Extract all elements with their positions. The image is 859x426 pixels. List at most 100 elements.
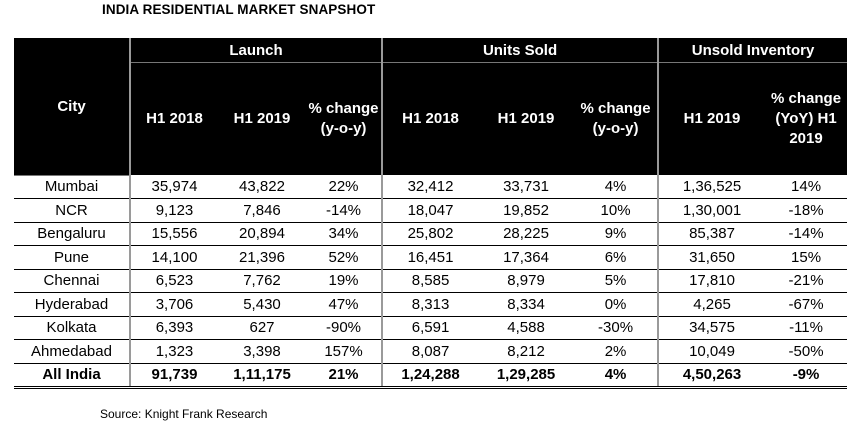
total-launch-h1-2019-cell: 1,11,175 <box>218 363 306 389</box>
launch-change-cell: 19% <box>306 269 383 293</box>
total-sold-h1-2019-cell: 1,29,285 <box>478 363 575 389</box>
launch-h1-2019-cell: 20,894 <box>218 222 306 246</box>
city-cell: Pune <box>14 245 130 270</box>
unsold-h1-2019-cell: 10,049 <box>657 339 766 364</box>
sold-h1-2019-cell: 8,334 <box>478 292 575 317</box>
city-cell: Bengaluru <box>14 222 130 246</box>
launch-h1-2018-header: H1 2018 <box>129 62 218 175</box>
launch-h1-2018-cell: 6,523 <box>129 269 218 293</box>
sold-change-cell: 9% <box>574 222 659 246</box>
sold-h1-2018-cell: 25,802 <box>381 222 479 246</box>
unsold-h1-2019-cell: 17,810 <box>657 269 766 293</box>
unsold-h1-2019-cell: 31,650 <box>657 245 766 270</box>
sold-h1-2019-cell: 17,364 <box>478 245 575 270</box>
launch-change-cell: -90% <box>306 316 383 340</box>
launch-change-cell: -14% <box>306 198 383 223</box>
unsold-change-header: % change (YoY) H1 2019 <box>765 62 848 175</box>
table-row: NCR 9,123 7,846 -14% 18,047 19,852 10% 1… <box>14 198 848 223</box>
launch-change-cell: 47% <box>306 292 383 317</box>
sold-h1-2019-cell: 8,212 <box>478 339 575 364</box>
launch-h1-2019-cell: 43,822 <box>218 175 306 199</box>
unsold-change-cell: -11% <box>765 316 848 340</box>
sold-h1-2018-cell: 8,585 <box>381 269 479 293</box>
table-row: Kolkata 6,393 627 -90% 6,591 4,588 -30% … <box>14 316 848 340</box>
unsold-h1-2019-cell: 1,30,001 <box>657 198 766 223</box>
market-snapshot-table: City Launch Units Sold Unsold Inventory … <box>14 38 848 389</box>
unsold-change-cell: -18% <box>765 198 848 223</box>
sold-h1-2018-header: H1 2018 <box>381 62 479 175</box>
city-cell: NCR <box>14 198 130 223</box>
city-cell: Chennai <box>14 269 130 293</box>
table-row: Pune 14,100 21,396 52% 16,451 17,364 6% … <box>14 245 848 270</box>
total-launch-change-cell: 21% <box>306 363 383 389</box>
launch-h1-2018-cell: 35,974 <box>129 175 218 199</box>
sold-h1-2018-cell: 6,591 <box>381 316 479 340</box>
launch-change-cell: 157% <box>306 339 383 364</box>
unsold-change-cell: -50% <box>765 339 848 364</box>
launch-h1-2019-cell: 7,762 <box>218 269 306 293</box>
page-title: INDIA RESIDENTIAL MARKET SNAPSHOT <box>102 2 376 17</box>
launch-h1-2019-cell: 627 <box>218 316 306 340</box>
unsold-h1-2019-cell: 85,387 <box>657 222 766 246</box>
sold-change-cell: 0% <box>574 292 659 317</box>
table-row: Mumbai 35,974 43,822 22% 32,412 33,731 4… <box>14 175 848 199</box>
launch-h1-2019-cell: 5,430 <box>218 292 306 317</box>
unsold-change-cell: -14% <box>765 222 848 246</box>
sold-change-cell: 5% <box>574 269 659 293</box>
launch-change-cell: 34% <box>306 222 383 246</box>
launch-change-header: % change (y-o-y) <box>306 62 383 175</box>
city-cell: Hyderabad <box>14 292 130 317</box>
total-launch-h1-2018-cell: 91,739 <box>129 363 218 389</box>
units-sold-group-header: Units Sold <box>381 38 659 63</box>
city-cell: Mumbai <box>14 175 130 199</box>
sold-change-cell: 6% <box>574 245 659 270</box>
launch-h1-2018-cell: 9,123 <box>129 198 218 223</box>
table-row: Bengaluru 15,556 20,894 34% 25,802 28,22… <box>14 222 848 246</box>
sold-h1-2018-cell: 18,047 <box>381 198 479 223</box>
unsold-change-cell: 14% <box>765 175 848 199</box>
total-unsold-change-cell: -9% <box>765 363 848 389</box>
unsold-h1-2019-header: H1 2019 <box>657 62 766 175</box>
sold-h1-2019-cell: 19,852 <box>478 198 575 223</box>
sold-change-cell: -30% <box>574 316 659 340</box>
sold-h1-2018-cell: 8,087 <box>381 339 479 364</box>
unsold-inventory-group-header: Unsold Inventory <box>657 38 848 63</box>
city-header: City <box>14 38 130 176</box>
total-sold-change-cell: 4% <box>574 363 659 389</box>
unsold-h1-2019-cell: 1,36,525 <box>657 175 766 199</box>
sold-change-cell: 2% <box>574 339 659 364</box>
launch-change-cell: 22% <box>306 175 383 199</box>
sold-h1-2019-cell: 33,731 <box>478 175 575 199</box>
table-row: Ahmedabad 1,323 3,398 157% 8,087 8,212 2… <box>14 339 848 364</box>
source-note: Source: Knight Frank Research <box>100 407 268 421</box>
total-unsold-h1-2019-cell: 4,50,263 <box>657 363 766 389</box>
launch-group-header: Launch <box>128 38 383 63</box>
sold-h1-2019-header: H1 2019 <box>478 62 575 175</box>
sold-h1-2019-cell: 4,588 <box>478 316 575 340</box>
city-cell: Ahmedabad <box>14 339 130 364</box>
launch-h1-2018-cell: 14,100 <box>129 245 218 270</box>
city-cell: Kolkata <box>14 316 130 340</box>
launch-change-cell: 52% <box>306 245 383 270</box>
sold-change-header: % change (y-o-y) <box>574 62 659 175</box>
launch-h1-2018-cell: 1,323 <box>129 339 218 364</box>
sold-h1-2018-cell: 16,451 <box>381 245 479 270</box>
sold-change-cell: 4% <box>574 175 659 199</box>
launch-h1-2019-header: H1 2019 <box>218 62 306 175</box>
sold-change-cell: 10% <box>574 198 659 223</box>
launch-h1-2018-cell: 15,556 <box>129 222 218 246</box>
unsold-h1-2019-cell: 4,265 <box>657 292 766 317</box>
unsold-change-cell: -67% <box>765 292 848 317</box>
table-row: Chennai 6,523 7,762 19% 8,585 8,979 5% 1… <box>14 269 848 293</box>
launch-h1-2019-cell: 3,398 <box>218 339 306 364</box>
total-city-cell: All India <box>14 363 130 389</box>
unsold-change-cell: -21% <box>765 269 848 293</box>
unsold-h1-2019-cell: 34,575 <box>657 316 766 340</box>
sold-h1-2018-cell: 32,412 <box>381 175 479 199</box>
total-row: All India 91,739 1,11,175 21% 1,24,288 1… <box>14 363 848 389</box>
total-sold-h1-2018-cell: 1,24,288 <box>381 363 479 389</box>
sold-h1-2019-cell: 8,979 <box>478 269 575 293</box>
launch-h1-2018-cell: 6,393 <box>129 316 218 340</box>
sold-h1-2019-cell: 28,225 <box>478 222 575 246</box>
sold-h1-2018-cell: 8,313 <box>381 292 479 317</box>
